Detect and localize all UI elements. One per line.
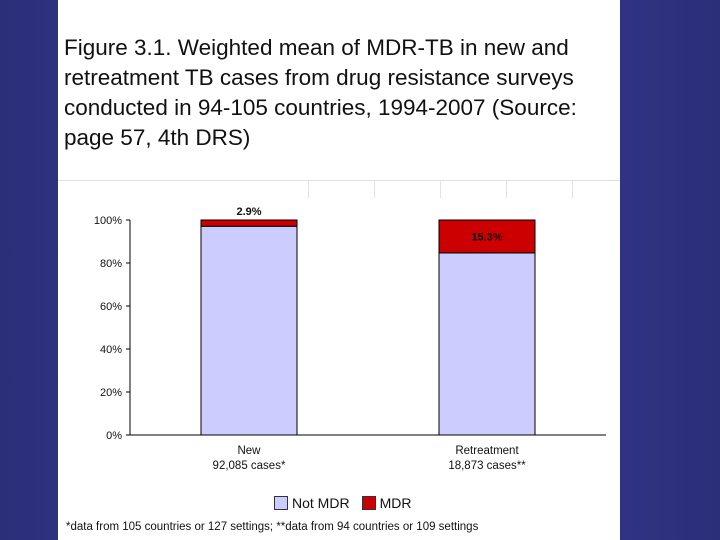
x-tick-sublabel-new: 92,085 cases*: [213, 460, 286, 472]
bar-not-mdr-new: [200, 225, 298, 436]
data-label-mdr-new: 2.9%: [236, 206, 261, 218]
y-tick-label: 20%: [100, 387, 122, 399]
legend-swatch-mdr: [361, 496, 376, 510]
x-tick-label-new: New: [237, 445, 261, 457]
sheet-gridline: [308, 180, 309, 198]
bar-not-mdr-retreatment: [438, 252, 536, 436]
y-tick-label: 0%: [106, 430, 122, 442]
legend-swatch-not-mdr: [274, 496, 288, 510]
sheet-gridline: [374, 180, 375, 198]
x-tick-label-retreatment: Retreatment: [455, 445, 519, 457]
y-tick-label: 80%: [100, 258, 122, 270]
mdr-tb-chart: 0% 20% 40% 60% 80% 100% 2.9% New 92,085 cases* 15…: [94, 206, 606, 472]
legend-label-mdr: MDR: [379, 495, 412, 511]
footnote: *data from 105 countries or 127 settings…: [66, 521, 479, 533]
sheet-gridline: [440, 180, 441, 198]
legend-item-not-mdr: Not MDR: [274, 495, 350, 511]
slide: Figure 3.1. Weighted mean of MDR-TB in n…: [58, 0, 620, 540]
y-tick-label: 40%: [100, 344, 122, 356]
legend-label-not-mdr: Not MDR: [292, 495, 350, 511]
sheet-gridline: [58, 180, 620, 181]
figure-title: Figure 3.1. Weighted mean of MDR-TB in n…: [64, 35, 577, 150]
bar-mdr-new: [200, 219, 298, 227]
sheet-gridline: [572, 180, 573, 198]
x-tick-sublabel-retreatment: 18,873 cases**: [448, 460, 526, 472]
legend-item-mdr: MDR: [361, 495, 412, 511]
y-tick-label: 100%: [94, 215, 122, 227]
y-tick-label: 60%: [100, 301, 122, 313]
data-label-mdr-retreatment: 15.3%: [471, 231, 502, 243]
chart-legend: Not MDR MDR: [274, 494, 423, 512]
sheet-gridline: [506, 180, 507, 198]
bar-mdr-retreatment: [438, 219, 536, 254]
